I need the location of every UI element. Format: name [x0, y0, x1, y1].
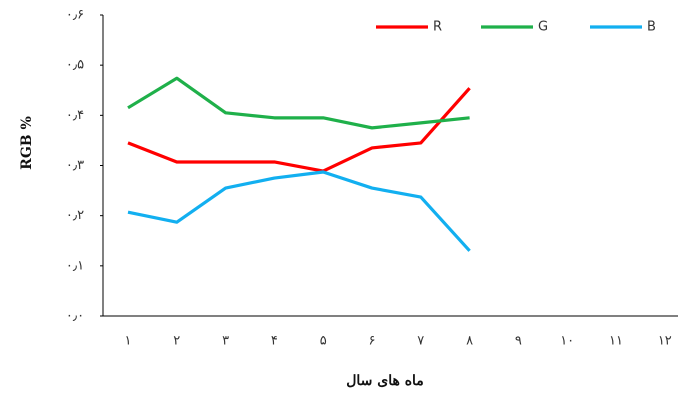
- line-series: [127, 87, 471, 173]
- x-tick-label: ۴: [271, 334, 278, 349]
- y-tick-label: ۰٫۳: [66, 158, 84, 173]
- y-tick-label: ۰٫۰: [66, 309, 84, 324]
- x-tick-label: ۹: [515, 334, 522, 349]
- y-tick-label: ۰٫۵: [66, 58, 84, 73]
- x-tick-label: ۱۰: [560, 334, 574, 349]
- x-tick-label: ۳: [222, 334, 229, 349]
- x-tick-label: ۸: [466, 334, 473, 349]
- legend-label: R: [433, 20, 442, 35]
- y-tick-label: ۰٫۱: [66, 258, 84, 273]
- y-tick-label: ۰٫۴: [66, 108, 84, 123]
- x-tick-label: ۱۱: [609, 334, 623, 349]
- y-axis-title: RGB %: [19, 116, 35, 170]
- y-tick-label: ۰٫۲: [66, 208, 84, 223]
- x-tick-label: ۱۲: [658, 334, 672, 349]
- line-series: [127, 76, 470, 130]
- x-tick-label: ۵: [320, 334, 327, 349]
- x-tick-label: ۷: [417, 334, 424, 349]
- legend-label: B: [647, 20, 656, 35]
- line-series: [127, 170, 471, 252]
- x-tick-label: ۱: [125, 334, 132, 349]
- x-tick-label: ۶: [369, 334, 376, 349]
- legend-label: G: [538, 20, 548, 35]
- y-tick-label: ۰٫۶: [66, 8, 84, 23]
- x-tick-label: ۲: [173, 334, 180, 349]
- x-axis-title: ماه های سال: [346, 373, 424, 389]
